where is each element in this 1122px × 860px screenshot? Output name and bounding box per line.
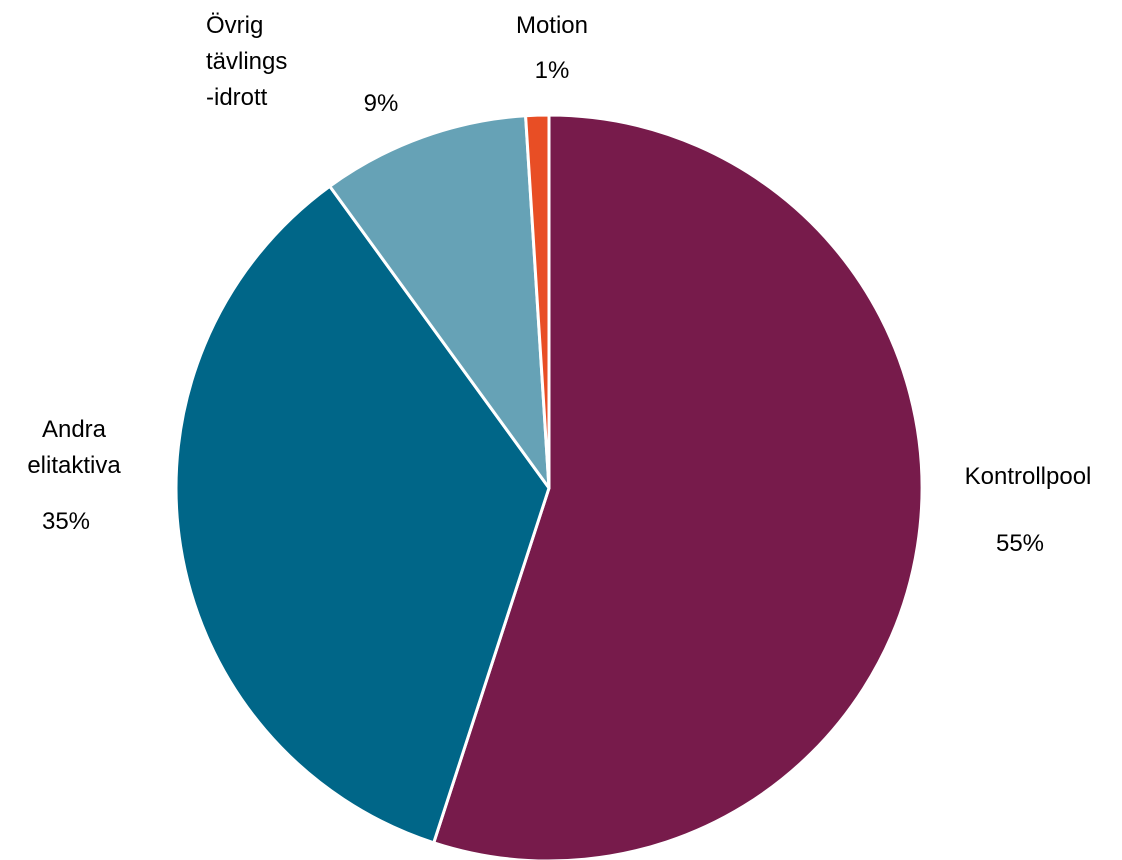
- slice-label-line: Andra: [42, 416, 107, 443]
- slice-label-ovrig-tavlingsidrott: Övrig tävlings -idrott: [206, 12, 287, 111]
- pie-slices: [174, 113, 924, 860]
- slice-label-andra-elitaktiva: Andra elitaktiva: [27, 416, 121, 479]
- slice-label-kontrollpool: Kontrollpool: [965, 463, 1092, 490]
- slice-value-motion: 1%: [535, 57, 570, 84]
- pie-slice-motion: [524, 113, 551, 490]
- slice-label-line: Kontrollpool: [965, 463, 1092, 490]
- slice-label-line: Motion: [516, 12, 588, 39]
- slice-label-line: tävlings: [206, 48, 287, 75]
- slice-label-line: Övrig: [206, 12, 263, 39]
- pie-slice-andra-elitaktiva: [174, 184, 551, 845]
- slice-value-andra-elitaktiva: 35%: [42, 508, 90, 535]
- pie-labels: Kontrollpool 55% Andra elitaktiva 35% Övrig tä…: [27, 12, 1091, 557]
- pie-slice-ovrig-tavlingsidrott: [328, 114, 551, 490]
- pie-slice-kontrollpool: [432, 113, 924, 860]
- slice-label-line: elitaktiva: [27, 452, 121, 479]
- slice-label-line: -idrott: [206, 84, 268, 111]
- slice-value-kontrollpool: 55%: [996, 530, 1044, 557]
- slice-value-ovrig-tavlingsidrott: 9%: [364, 90, 399, 117]
- slice-label-motion: Motion: [516, 12, 588, 39]
